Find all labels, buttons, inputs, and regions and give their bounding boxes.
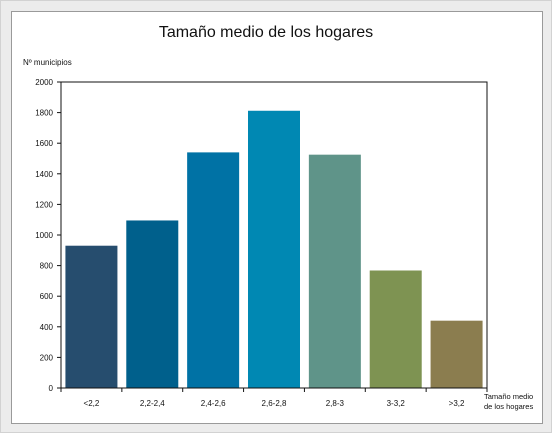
y-tick-label: 1200 bbox=[35, 200, 53, 209]
y-tick-label: 2000 bbox=[35, 78, 53, 87]
x-tick-label: >3,2 bbox=[449, 399, 465, 408]
plot-area bbox=[60, 81, 488, 389]
y-tick-label: 800 bbox=[40, 262, 54, 271]
bar bbox=[248, 110, 300, 388]
y-axis-label: Nº municipios bbox=[23, 58, 72, 67]
y-tick-label: 200 bbox=[40, 353, 54, 362]
x-tick-label: <2,2 bbox=[84, 399, 100, 408]
bar bbox=[430, 320, 483, 388]
x-axis: <2,2 2,2-2,4 2,4-2,6 2,6-2,8 2,8-3 3-3,2 >3,2 bbox=[60, 388, 488, 408]
y-axis: 0 200 400 600 800 1000 1200 1400 1600 1800 2000 bbox=[35, 78, 61, 393]
bar bbox=[126, 220, 179, 388]
y-tick-label: 1800 bbox=[35, 109, 53, 118]
x-axis-label-line-1: Tamaño medio bbox=[484, 392, 533, 401]
y-tick-label: 400 bbox=[40, 323, 54, 332]
bar bbox=[308, 154, 361, 388]
x-axis-label-line-2: de los hogares bbox=[484, 402, 533, 411]
bar bbox=[65, 245, 118, 388]
y-tick-label: 1400 bbox=[35, 170, 53, 179]
bar bbox=[187, 152, 240, 388]
x-tick-label: 2,4-2,6 bbox=[201, 399, 226, 408]
y-tick-label: 1000 bbox=[35, 231, 53, 240]
y-tick-label: 0 bbox=[49, 384, 54, 393]
bar bbox=[369, 270, 422, 388]
y-tick-label: 600 bbox=[40, 292, 54, 301]
x-tick-label: 2,2-2,4 bbox=[140, 399, 165, 408]
chart-title: Tamaño medio de los hogares bbox=[159, 24, 373, 41]
x-tick-label: 2,6-2,8 bbox=[262, 399, 287, 408]
y-tick-label: 1600 bbox=[35, 139, 53, 148]
x-tick-label: 3-3,2 bbox=[387, 399, 406, 408]
bars bbox=[65, 110, 483, 388]
x-tick-label: 2,8-3 bbox=[326, 399, 345, 408]
